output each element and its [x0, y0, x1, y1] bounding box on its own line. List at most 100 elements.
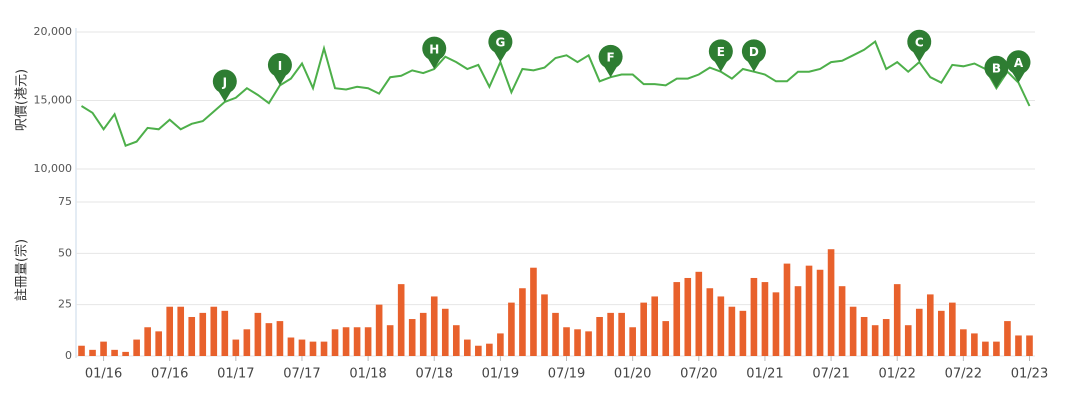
bar: [364, 327, 372, 356]
bar: [651, 296, 659, 356]
bar: [287, 337, 295, 356]
bar: [199, 312, 207, 356]
bar: [805, 265, 813, 356]
bar: [783, 263, 791, 356]
bar: [860, 316, 868, 356]
x-tick-label: 01/21: [746, 367, 783, 382]
y-tick-label: 0: [65, 349, 72, 362]
x-tick-label: 01/16: [85, 367, 122, 382]
bar: [552, 312, 559, 356]
bar: [706, 288, 714, 356]
pin-shape: [422, 36, 447, 69]
x-tick-label: 07/18: [416, 367, 453, 382]
bar: [684, 277, 692, 356]
bar: [717, 296, 725, 356]
bar: [276, 321, 284, 356]
x-tick-label: 01/22: [878, 367, 915, 382]
annotation-pin: I: [267, 53, 292, 86]
x-tick-label: 01/23: [1011, 367, 1048, 382]
x-tick-label: 07/16: [151, 367, 188, 382]
bar: [816, 269, 824, 356]
bar: [618, 312, 625, 356]
bar: [430, 296, 438, 356]
bar: [188, 316, 196, 356]
bar: [772, 292, 780, 356]
x-tick-label: 01/19: [482, 367, 519, 382]
bar: [508, 302, 515, 356]
bar: [155, 331, 162, 356]
annotation-pin: G: [488, 29, 513, 63]
bar: [673, 282, 681, 356]
bar: [530, 267, 537, 356]
bar: [915, 308, 923, 356]
bar: [232, 339, 240, 356]
bar: [375, 304, 383, 356]
y-tick-label: 15,000: [34, 94, 73, 107]
bar: [475, 345, 482, 356]
y-tick-label: 25: [58, 298, 72, 311]
annotation-pin: E: [708, 39, 733, 72]
bar: [971, 333, 978, 356]
bar: [585, 331, 592, 356]
annotation-label: C: [915, 36, 924, 50]
x-tick-label: 07/20: [680, 367, 717, 382]
bar: [519, 288, 526, 356]
x-tick-label: 01/17: [217, 367, 254, 382]
bar: [838, 286, 846, 356]
bar: [243, 329, 251, 356]
bar: [982, 341, 989, 356]
bar: [397, 284, 405, 356]
bar: [100, 341, 107, 356]
bar: [309, 341, 317, 356]
annotation-pin: D: [741, 39, 766, 72]
y-axis-title: 註冊量(宗): [14, 239, 30, 301]
bar: [133, 339, 140, 356]
bar: [827, 249, 835, 356]
bar: [993, 341, 1000, 356]
bar: [210, 306, 218, 356]
y-axis-title: 呎價(港元): [15, 69, 30, 131]
bar: [386, 325, 394, 356]
bar: [166, 306, 174, 356]
annotation-label: G: [495, 36, 505, 50]
bar: [353, 327, 361, 356]
bar: [122, 351, 129, 356]
annotation-pin: C: [907, 29, 932, 63]
bar: [408, 319, 416, 356]
pin-shape: [598, 44, 623, 78]
pin-shape: [488, 29, 513, 63]
annotation-label: D: [749, 45, 759, 59]
y-tick-label: 50: [58, 246, 72, 259]
x-tick-label: 07/22: [945, 367, 982, 382]
annotation-label: B: [992, 62, 1001, 76]
bar: [89, 349, 96, 356]
bar: [1004, 321, 1011, 356]
bar: [221, 310, 229, 356]
annotation-label: A: [1014, 56, 1024, 70]
bar: [342, 327, 350, 356]
bar: [960, 329, 967, 356]
pin-shape: [741, 39, 766, 72]
pin-shape: [708, 39, 733, 72]
bar: [728, 306, 736, 356]
bar: [739, 310, 747, 356]
bar: [320, 341, 328, 356]
annotation-pin: J: [212, 69, 237, 102]
bar: [563, 327, 570, 356]
bar: [904, 325, 912, 356]
bar: [111, 349, 118, 356]
y-tick-label: 10,000: [34, 162, 73, 175]
x-tick-label: 01/20: [614, 367, 651, 382]
bar: [596, 316, 603, 356]
annotation-label: E: [717, 45, 725, 59]
bar: [419, 312, 427, 356]
bar: [926, 294, 934, 356]
annotation-pin: H: [422, 36, 447, 69]
annotation-label: F: [607, 51, 615, 65]
x-tick-label: 07/19: [548, 367, 585, 382]
pin-shape: [984, 55, 1009, 89]
bar: [794, 286, 802, 356]
bar: [298, 339, 306, 356]
bar: [331, 329, 339, 356]
